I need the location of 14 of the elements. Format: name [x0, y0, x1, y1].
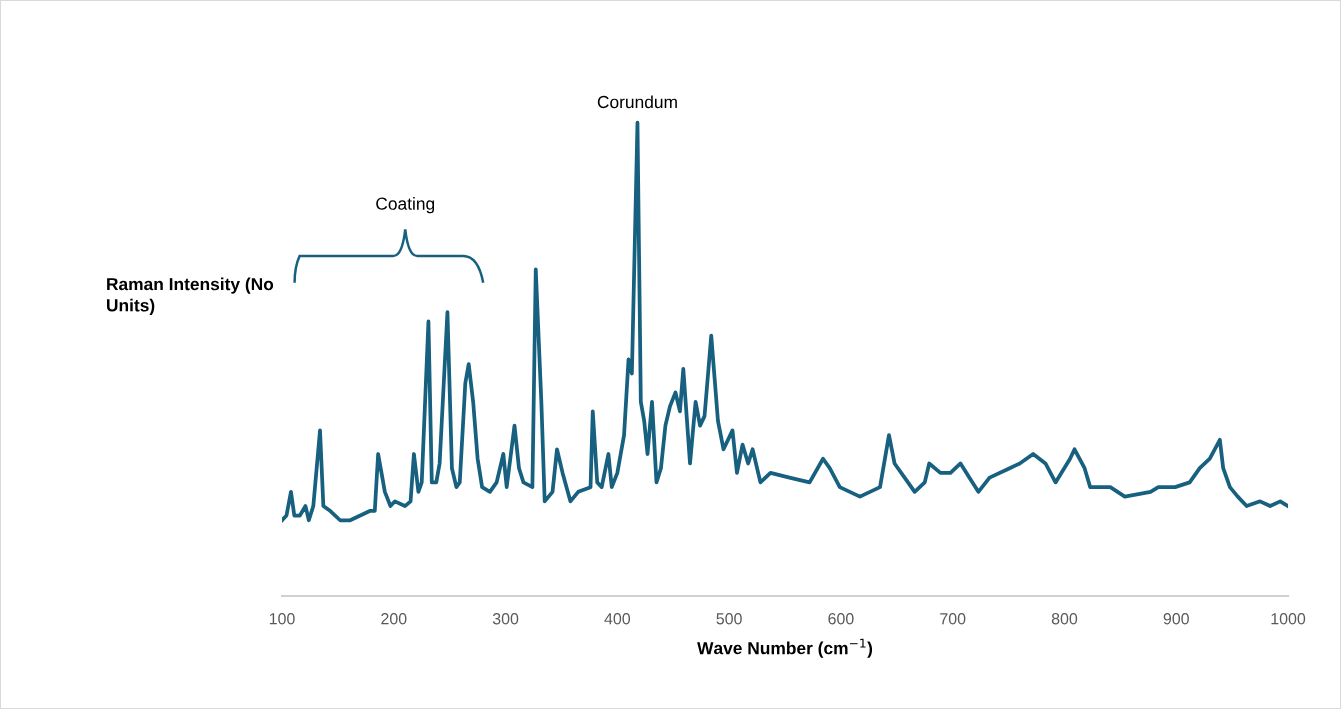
x-tick-label: 200 — [381, 613, 407, 625]
y-axis-title: Raman Intensity (No Units) — [107, 277, 274, 315]
x-tick-label: 300 — [492, 613, 519, 625]
annotation: Corundum — [597, 95, 677, 109]
x-tick-label: 400 — [604, 613, 631, 625]
x-tick-label: 900 — [1163, 613, 1189, 625]
x-tick-label: 100 — [269, 613, 295, 625]
x-tick-label: 700 — [940, 613, 966, 625]
x-tick-label: 500 — [716, 613, 742, 625]
x-tick-label: 1000 — [1271, 613, 1306, 625]
x-tick-label: 600 — [828, 613, 854, 625]
x-tick-label: 800 — [1051, 613, 1078, 625]
x-axis-title: Wave Number (cm$^{−1}$) — [697, 638, 873, 658]
annotation: Coating — [376, 197, 435, 214]
